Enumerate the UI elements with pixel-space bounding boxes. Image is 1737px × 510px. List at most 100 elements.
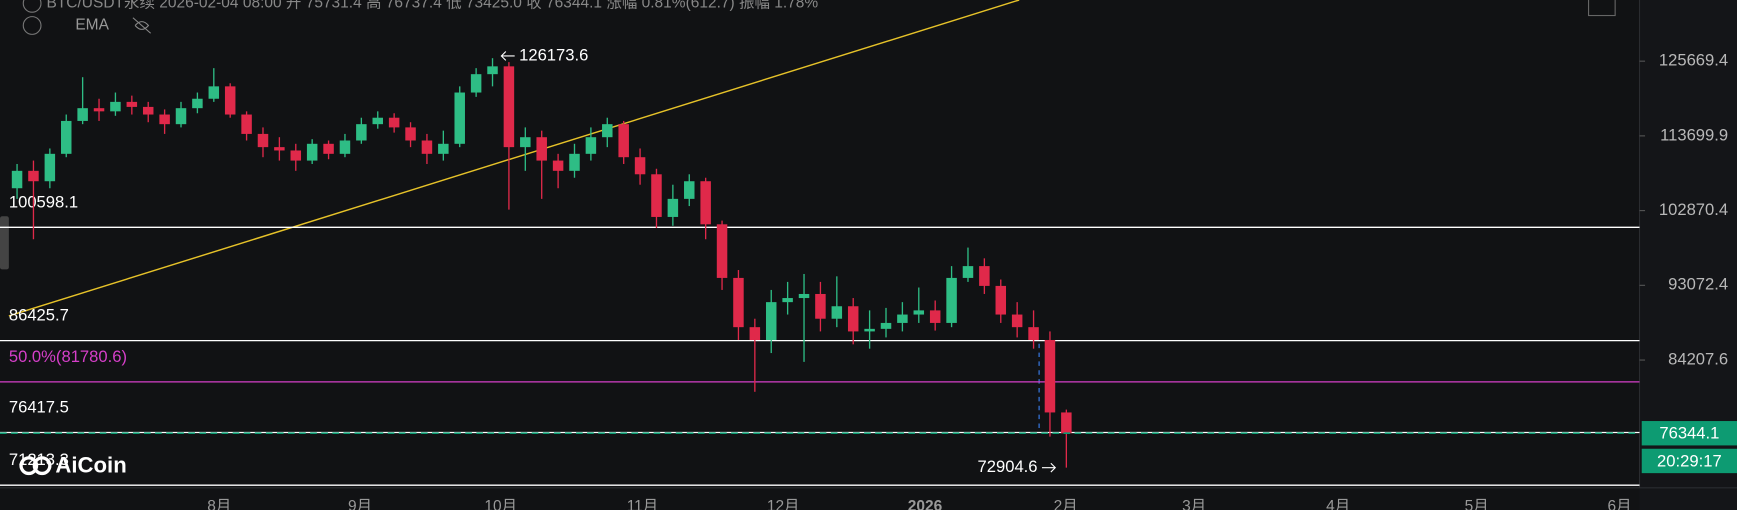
candle-body [733, 277, 744, 328]
candle-body [257, 133, 269, 148]
candle-body [585, 137, 597, 154]
candle-body [323, 143, 334, 154]
x-tick-label: 3月 [1182, 498, 1206, 510]
candle-body [503, 66, 515, 148]
logo-mark [32, 456, 52, 476]
candle-body [897, 314, 908, 323]
candle-body [946, 277, 957, 323]
side-handle[interactable] [0, 216, 9, 270]
candle-body [782, 298, 793, 303]
candle-body [372, 117, 383, 125]
candle-body [569, 153, 580, 171]
x-tick-label: 12月 [767, 498, 800, 510]
trend-line [8, 0, 1020, 317]
hide-icon[interactable] [132, 17, 152, 34]
annotation-arrow [1041, 462, 1057, 473]
y-tick-label: 84207.6 [1668, 349, 1728, 368]
toolbar-icon[interactable] [22, 16, 42, 35]
x-tick-label: 11月 [627, 498, 659, 510]
candle-body [913, 310, 925, 315]
candle-body [93, 108, 105, 112]
annotation-arrow [500, 51, 515, 61]
candle-body [880, 322, 892, 329]
x-tick-label: 2月 [1054, 498, 1078, 510]
candle-body [110, 101, 121, 112]
logo-mark [19, 456, 39, 476]
level-label: 86425.7 [9, 306, 69, 325]
candle-body [979, 266, 990, 286]
level-label: 100598.1 [9, 192, 78, 211]
toolbar-button[interactable] [1588, 0, 1616, 17]
countdown-tag [1641, 448, 1737, 474]
candle-body [274, 147, 285, 151]
countdown-label: 20:29:17 [1657, 451, 1722, 470]
candle-body [700, 181, 711, 225]
indicator-name[interactable]: EMA [75, 17, 109, 34]
candle-body [1011, 314, 1023, 328]
x-tick-label: 2026 [908, 498, 943, 510]
watermark-text: AiCoin [55, 453, 126, 478]
y-tick-label: 93072.4 [1668, 275, 1728, 294]
candle-body [618, 124, 629, 158]
candle-body [831, 306, 843, 319]
candle-body [864, 328, 875, 332]
y-tick-label: 113699.9 [1660, 125, 1728, 144]
candle-body [77, 108, 88, 121]
candle-body [454, 92, 465, 144]
low-annotation: 72904.6 [978, 457, 1038, 476]
price-tag [1641, 421, 1737, 446]
candle-body [815, 293, 826, 319]
candle-body [28, 170, 39, 182]
candle-body [929, 310, 941, 323]
candle-body [11, 170, 23, 189]
candle-body [716, 224, 728, 278]
candle-body [339, 140, 351, 154]
candle-body [1044, 339, 1056, 413]
candle-body [356, 124, 367, 141]
candle-body [208, 86, 220, 99]
x-tick-label: 10月 [484, 498, 517, 510]
candle-body [651, 174, 662, 217]
candle-body [224, 86, 236, 115]
candle-body [847, 306, 859, 332]
x-tick-label: 6月 [1608, 498, 1632, 510]
candle-body [405, 127, 416, 141]
y-tick-label: 102870.4 [1659, 200, 1728, 219]
candle-body [765, 302, 777, 340]
candle-body [470, 74, 482, 93]
candle-body [536, 137, 547, 161]
candle-body [421, 140, 433, 154]
candle-body [667, 198, 679, 217]
candle-body [962, 266, 974, 278]
candle-body [438, 143, 449, 154]
price-tag-label: 76344.1 [1659, 424, 1719, 443]
candle-body [798, 293, 810, 299]
toolbar-info: BTC/USDT永续 2026-02-04 08:00 开 75731.4 高 … [47, 0, 819, 11]
candle-body [290, 150, 302, 161]
level-label: 76417.5 [9, 398, 69, 417]
y-tick-label: 125669.4 [1659, 51, 1728, 70]
candle-body [602, 124, 613, 138]
candle-body [241, 114, 252, 134]
candle-body [306, 143, 318, 161]
x-tick-label: 4月 [1326, 498, 1350, 510]
candle-body [44, 153, 56, 182]
x-tick-label: 9月 [348, 498, 372, 510]
candle-body [634, 157, 646, 175]
watermark: AiCoin [19, 453, 127, 478]
candle-body [159, 114, 170, 125]
toolbar-icon[interactable] [22, 0, 42, 13]
candle-body [995, 285, 1007, 315]
candle-body [192, 98, 203, 109]
candle-body [749, 327, 761, 340]
x-tick-label: 5月 [1465, 498, 1489, 510]
candle-body [175, 108, 187, 125]
high-annotation: 126173.6 [519, 45, 588, 64]
candle-body [1028, 327, 1039, 340]
candle-body [388, 117, 400, 128]
candle-body [684, 181, 695, 199]
candle-body [142, 106, 154, 115]
